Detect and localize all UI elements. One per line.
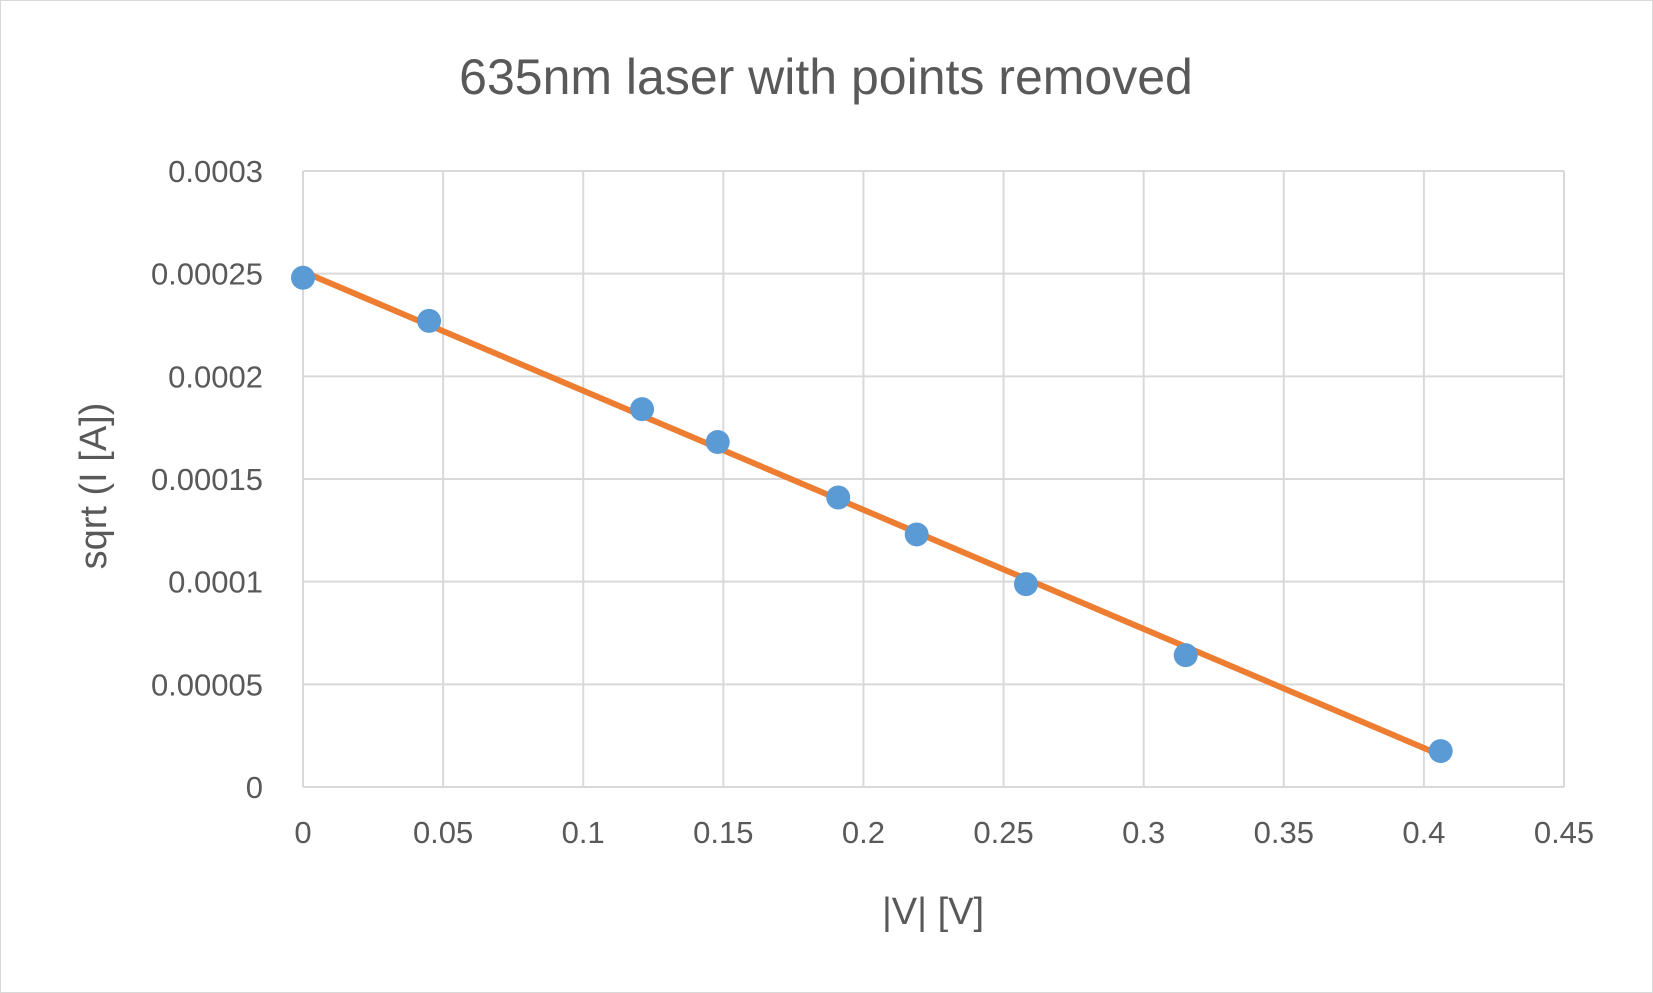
y-tick-label: 0.0001 bbox=[168, 565, 263, 600]
data-point bbox=[291, 265, 315, 290]
x-tick-labels: 0 0.05 0.1 0.15 0.2 0.25 0.3 0.35 0.4 0.45 bbox=[294, 815, 1594, 850]
x-tick-label: 0.35 bbox=[1254, 815, 1314, 850]
data-points bbox=[291, 265, 1453, 764]
y-tick-label: 0.00025 bbox=[151, 257, 263, 292]
data-point bbox=[1173, 643, 1198, 668]
x-tick-label: 0.45 bbox=[1534, 815, 1594, 850]
y-tick-label: 0.0003 bbox=[168, 154, 263, 189]
x-tick-label: 0.4 bbox=[1402, 815, 1445, 850]
y-gridlines bbox=[303, 170, 1564, 788]
data-point bbox=[826, 485, 851, 510]
x-tick-label: 0 bbox=[294, 815, 311, 850]
data-point bbox=[1428, 739, 1453, 764]
x-tick-label: 0.15 bbox=[693, 815, 753, 850]
x-tick-label: 0.1 bbox=[562, 815, 605, 850]
x-tick-label: 0.3 bbox=[1122, 815, 1165, 850]
data-point bbox=[417, 308, 442, 333]
y-tick-label: 0.00005 bbox=[151, 667, 263, 702]
data-point bbox=[705, 430, 730, 455]
data-point bbox=[630, 397, 655, 422]
chart-title: 635nm laser with points removed bbox=[459, 49, 1193, 105]
data-point bbox=[904, 522, 929, 547]
y-tick-label: 0.00015 bbox=[151, 462, 263, 497]
x-tick-label: 0.25 bbox=[973, 815, 1033, 850]
x-axis-title: |V| [V] bbox=[882, 891, 984, 933]
y-tick-label: 0.0002 bbox=[168, 359, 263, 394]
x-tick-label: 0.2 bbox=[842, 815, 885, 850]
x-gridlines bbox=[302, 171, 1565, 787]
y-tick-label: 0 bbox=[246, 770, 263, 805]
trendline-group bbox=[300, 268, 1444, 759]
trendline bbox=[300, 268, 1444, 759]
x-tick-label: 0.05 bbox=[413, 815, 473, 850]
data-point bbox=[1013, 572, 1038, 597]
y-axis-title: sqrt (I [A]) bbox=[73, 403, 115, 570]
y-tick-labels: 0 0.00005 0.0001 0.00015 0.0002 0.00025 0.0003 bbox=[151, 154, 263, 805]
